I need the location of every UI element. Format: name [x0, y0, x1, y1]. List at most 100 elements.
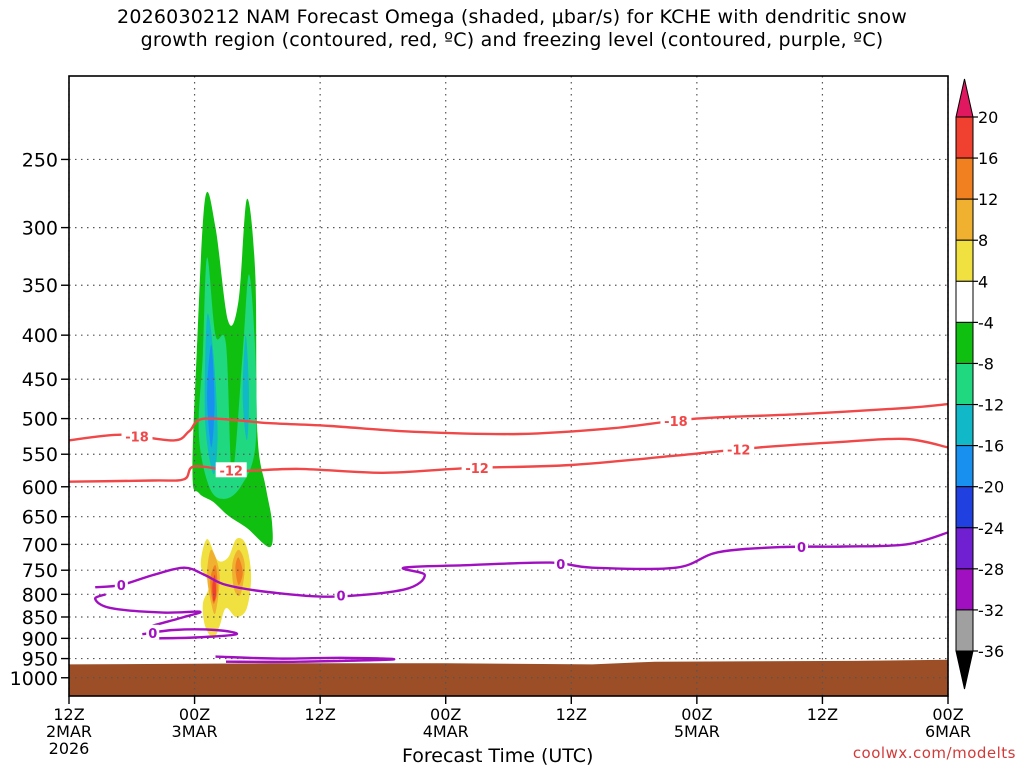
omega-region-9 [235, 557, 243, 585]
isotherm-label-bg-0-0 [121, 428, 153, 444]
isotherm-line-3 [94, 593, 202, 627]
colorbar-label-12: -32 [978, 601, 1004, 620]
colorbar-band-2 [955, 198, 974, 241]
colorbar-band-7 [955, 404, 974, 447]
x-tick-label-60-0: 00Z [681, 705, 712, 724]
isotherm-line-4 [142, 628, 239, 640]
omega-shading-layer [192, 191, 273, 639]
isotherm-label-2-1: 0 [337, 590, 346, 605]
isotherm-label-bg-1-2 [723, 441, 755, 457]
terrain-layer [69, 659, 948, 696]
isotherm-line-1 [68, 437, 949, 483]
y-tick-label-650: 650 [22, 507, 58, 529]
y-tick-label-850: 850 [22, 607, 58, 629]
axes-layer: 2503003504004505005506006507007508008509… [10, 75, 971, 758]
isotherm-label-4-0: 0 [148, 627, 157, 642]
isotherm-label-bg-0-1 [660, 413, 692, 429]
x-tick-label-24-0: 12Z [304, 705, 335, 724]
y-tick-label-350: 350 [22, 275, 58, 297]
y-tick-label-450: 450 [22, 369, 58, 391]
colorbar-band-5 [955, 321, 974, 364]
colorbar-label-2: 12 [978, 190, 998, 209]
y-tick-label-400: 400 [22, 325, 58, 347]
colorbar-band-10 [955, 527, 974, 570]
y-tick-label-500: 500 [22, 409, 58, 431]
x-tick-label-12-0: 00Z [179, 705, 210, 724]
isotherm-label-bg-4-0 [146, 624, 160, 640]
x-axis-title: Forecast Time (UTC) [402, 745, 594, 767]
isotherm-label-2-0: 0 [117, 579, 126, 594]
colorbar-top-arrow [955, 78, 974, 118]
colorbar: 20 16 12 8 4 -4 -8 -12 -16 -20 -24 -28 -32 -36 [955, 78, 1004, 690]
colorbar-band-3 [955, 239, 974, 282]
y-tick-label-1000: 1000 [10, 668, 58, 690]
plot-frame [68, 75, 949, 697]
terrain-fill [69, 659, 948, 696]
watermark: coolwx.com/modelts [852, 744, 1016, 762]
colorbar-band-12 [955, 609, 974, 652]
colorbar-label-11: -28 [978, 560, 1004, 579]
isotherm-label-1-1: -12 [465, 462, 489, 477]
x-tick-label-0-1: 2MAR [46, 722, 92, 741]
isotherm-label-bg-1-1 [461, 459, 493, 475]
colorbar-label-3: 8 [978, 231, 988, 250]
y-tick-label-950: 950 [22, 649, 58, 671]
x-tick-label-48-0: 12Z [556, 705, 587, 724]
isotherm-label-bg-2-0 [114, 576, 128, 592]
colorbar-label-13: -36 [978, 642, 1004, 661]
x-tick-label-36-0: 00Z [430, 705, 461, 724]
y-tick-label-300: 300 [22, 218, 58, 240]
colorbar-label-6: -8 [978, 354, 994, 373]
y-tick-label-250: 250 [22, 149, 58, 171]
colorbar-label-7: -12 [978, 396, 1004, 415]
colorbar-band-6 [955, 362, 974, 406]
isotherm-line-5 [215, 655, 396, 664]
y-tick-label-550: 550 [22, 444, 58, 466]
colorbar-label-4: 4 [978, 272, 988, 291]
isotherm-label-bg-2-2 [554, 555, 568, 571]
grid-layer [68, 76, 949, 696]
isotherm-label-2-3: 0 [797, 541, 806, 556]
isotherm-label-0-1: -18 [664, 415, 688, 430]
isotherm-label-bg-2-3 [795, 538, 808, 554]
contour-layer: -18 -18 -12 -12 -12 0 0 0 0 0 [68, 402, 949, 664]
omega-region-3 [242, 335, 250, 441]
x-tick-label-84-1: 6MAR [925, 722, 971, 741]
omega-region-4 [207, 344, 215, 448]
isotherm-label-bg-1-0 [215, 462, 247, 478]
chart-title: 2026030212 NAM Forecast Omega (shaded, μ… [0, 6, 1024, 52]
isotherm-line-2 [95, 531, 949, 598]
colorbar-bottom-arrow [955, 650, 974, 690]
x-tick-label-36-1: 4MAR [423, 722, 469, 741]
x-tick-label-72-0: 12Z [807, 705, 838, 724]
y-tick-label-600: 600 [22, 477, 58, 499]
colorbar-label-10: -24 [978, 519, 1004, 538]
colorbar-band-8 [955, 445, 974, 488]
colorbar-band-9 [955, 486, 974, 529]
colorbar-band-1 [955, 157, 974, 200]
x-tick-label-0-0: 12Z [53, 705, 84, 724]
colorbar-label-8: -16 [978, 437, 1004, 456]
colorbar-label-9: -20 [978, 478, 1004, 497]
colorbar-band-11 [955, 568, 974, 611]
colorbar-band-0 [955, 116, 974, 159]
x-tick-label-0-2: 2026 [49, 739, 90, 758]
y-tick-label-700: 700 [22, 534, 58, 556]
y-tick-label-800: 800 [22, 584, 58, 606]
x-tick-label-84-0: 00Z [932, 705, 963, 724]
colorbar-label-0: 20 [978, 108, 998, 127]
colorbar-label-1: 16 [978, 149, 998, 168]
isotherm-label-2-2: 0 [556, 558, 565, 573]
isotherm-label-1-0: -12 [219, 464, 243, 479]
isotherm-label-0-0: -18 [125, 430, 149, 445]
x-tick-label-12-1: 3MAR [172, 722, 218, 741]
x-tick-label-60-1: 5MAR [674, 722, 720, 741]
chart-title-line-2: growth region (contoured, red, ºC) and f… [140, 29, 884, 51]
chart-title-line-1: 2026030212 NAM Forecast Omega (shaded, μ… [117, 6, 907, 28]
y-tick-label-900: 900 [22, 628, 58, 650]
colorbar-label-5: -4 [978, 313, 994, 332]
isotherm-label-bg-2-1 [334, 587, 348, 603]
y-tick-label-750: 750 [22, 560, 58, 582]
isotherm-line-0 [68, 402, 949, 442]
